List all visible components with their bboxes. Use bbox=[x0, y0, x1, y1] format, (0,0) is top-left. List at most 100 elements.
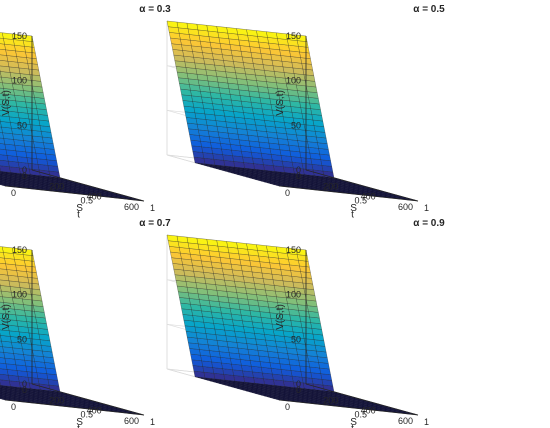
surface-floor-cell bbox=[0, 176, 7, 179]
surface-floor-cell bbox=[0, 390, 7, 393]
surface-slope-cell bbox=[0, 257, 6, 264]
surface-slope-cell bbox=[0, 37, 5, 45]
surface-slope-cell bbox=[0, 357, 7, 364]
y-tick-label: 1 bbox=[424, 203, 429, 213]
surface-floor-cell bbox=[0, 171, 4, 173]
z-tick-label: 50 bbox=[17, 334, 27, 344]
surface-slope-cell bbox=[0, 351, 5, 359]
y-tick-label: 0 bbox=[11, 188, 16, 198]
surface-slope-cell bbox=[0, 346, 4, 353]
surface-floor-cell bbox=[0, 392, 6, 394]
y-axis-label: t bbox=[351, 424, 354, 428]
x-axis-label: S bbox=[350, 417, 357, 428]
surface-floor-cell bbox=[0, 393, 5, 396]
x-tick-label: 600 bbox=[398, 416, 413, 426]
surface-floor-cell bbox=[0, 387, 6, 389]
z-tick-label: 100 bbox=[12, 76, 27, 86]
surface-floor-cell bbox=[0, 183, 9, 186]
z-tick-label: 150 bbox=[286, 31, 301, 41]
surface-slope-cell bbox=[0, 246, 4, 253]
y-tick-label: 1 bbox=[424, 417, 429, 427]
subplot-2: 0 50 100 150 0 200 400 600 1 0.5 0 V(S,t) St α = 0.5 bbox=[166, 4, 445, 221]
axes bbox=[4, 36, 145, 202]
surface-floor-cell bbox=[0, 388, 5, 390]
y-tick-label: 0 bbox=[285, 402, 290, 412]
surface-slope-cell bbox=[176, 235, 189, 243]
surface-floor-cell bbox=[0, 386, 10, 388]
axes bbox=[278, 36, 419, 202]
surface-floor-cell bbox=[0, 173, 6, 175]
surface-floor-cell bbox=[0, 389, 8, 391]
z-tick-label: 0 bbox=[22, 165, 27, 175]
surface-slope-cell bbox=[0, 285, 2, 292]
surface-slope-cell bbox=[0, 49, 7, 56]
subplot-title: α = 0.7 bbox=[139, 218, 171, 229]
surface-slope-cell bbox=[0, 99, 8, 106]
x-tick-label: 200 bbox=[49, 181, 64, 191]
surface-slope-cell bbox=[0, 93, 6, 100]
z-axis-label: V(S,t) bbox=[1, 304, 12, 330]
surface-slope-cell bbox=[0, 71, 2, 78]
surface-slope-cell bbox=[0, 32, 4, 39]
surface-floor-cell bbox=[0, 396, 10, 399]
surface-slope-cell bbox=[0, 148, 8, 156]
x-tick-label: 0 bbox=[22, 171, 27, 181]
y-tick-label: 0.5 bbox=[81, 410, 94, 420]
x-tick-label: 0 bbox=[22, 385, 27, 395]
surface-floor-cell bbox=[0, 397, 6, 399]
surface-slope-cell bbox=[0, 137, 5, 145]
x-tick-label: 600 bbox=[398, 202, 413, 212]
surface-floor-cell bbox=[0, 395, 4, 397]
surface-floor-cell bbox=[0, 172, 10, 174]
subplot-title: α = 0.5 bbox=[413, 4, 445, 15]
surface-floor-cell bbox=[0, 388, 2, 390]
x-axis-line bbox=[31, 169, 145, 202]
surface-slope-cell bbox=[226, 27, 238, 35]
surface-slope-cell bbox=[0, 121, 2, 128]
surface-slope-cell bbox=[206, 239, 218, 247]
surface-floor-cell bbox=[0, 385, 7, 388]
surface-floor-cell bbox=[0, 182, 10, 185]
tick-labels: 0 50 100 150 0 200 400 600 1 0.5 0 bbox=[285, 245, 429, 427]
surface-floor-cell bbox=[0, 180, 8, 182]
z-tick-label: 0 bbox=[296, 379, 301, 389]
z-tick-label: 0 bbox=[22, 379, 27, 389]
y-tick-label: 0.5 bbox=[81, 196, 94, 206]
surface-slope-cell bbox=[226, 241, 238, 249]
x-axis-line bbox=[305, 169, 419, 202]
z-tick-label: 0 bbox=[296, 165, 301, 175]
x-axis-line bbox=[31, 383, 145, 416]
surface-floor-cell bbox=[0, 394, 8, 396]
surface-slope-cell bbox=[0, 290, 3, 297]
surface-slope-cell bbox=[196, 238, 208, 246]
surface-floor-cell bbox=[0, 178, 9, 181]
surface-floor-cell bbox=[0, 176, 4, 178]
surface-floor-cell bbox=[0, 395, 7, 398]
surface-slope-cell bbox=[0, 263, 7, 270]
x-tick-label: 600 bbox=[124, 202, 139, 212]
tick-labels: 0 50 100 150 0 200 400 600 1 0.5 0 bbox=[285, 31, 429, 213]
surface-slope-cell bbox=[0, 296, 4, 303]
surface-floor-cell bbox=[0, 179, 5, 182]
surface-floor-cell bbox=[0, 173, 9, 176]
surface-floor-cell bbox=[0, 390, 4, 392]
surface-slope-cell bbox=[0, 362, 8, 370]
surface-floor-cell bbox=[0, 391, 10, 394]
subplot-1: 0 50 100 150 0 200 400 600 1 0.5 0 V(S,t) St α = 0.3 bbox=[0, 4, 171, 221]
surface-slope-cell bbox=[0, 313, 8, 320]
surface bbox=[166, 234, 419, 416]
surface-slope-cell bbox=[196, 24, 208, 32]
surface-slope-cell bbox=[166, 20, 179, 28]
z-axis-label: V(S,t) bbox=[275, 304, 286, 330]
surface-slope-cell bbox=[216, 26, 228, 34]
y-tick-label: 1 bbox=[150, 203, 155, 213]
x-tick-label: 200 bbox=[323, 395, 338, 405]
surface-floor-cell bbox=[0, 177, 10, 180]
surface-slope-cell bbox=[0, 340, 3, 347]
x-axis-label: S bbox=[350, 203, 357, 214]
z-tick-label: 150 bbox=[12, 31, 27, 41]
x-tick-label: 400 bbox=[87, 406, 102, 416]
surface-slope-cell bbox=[186, 22, 199, 31]
surface-slope-cell bbox=[0, 82, 4, 89]
